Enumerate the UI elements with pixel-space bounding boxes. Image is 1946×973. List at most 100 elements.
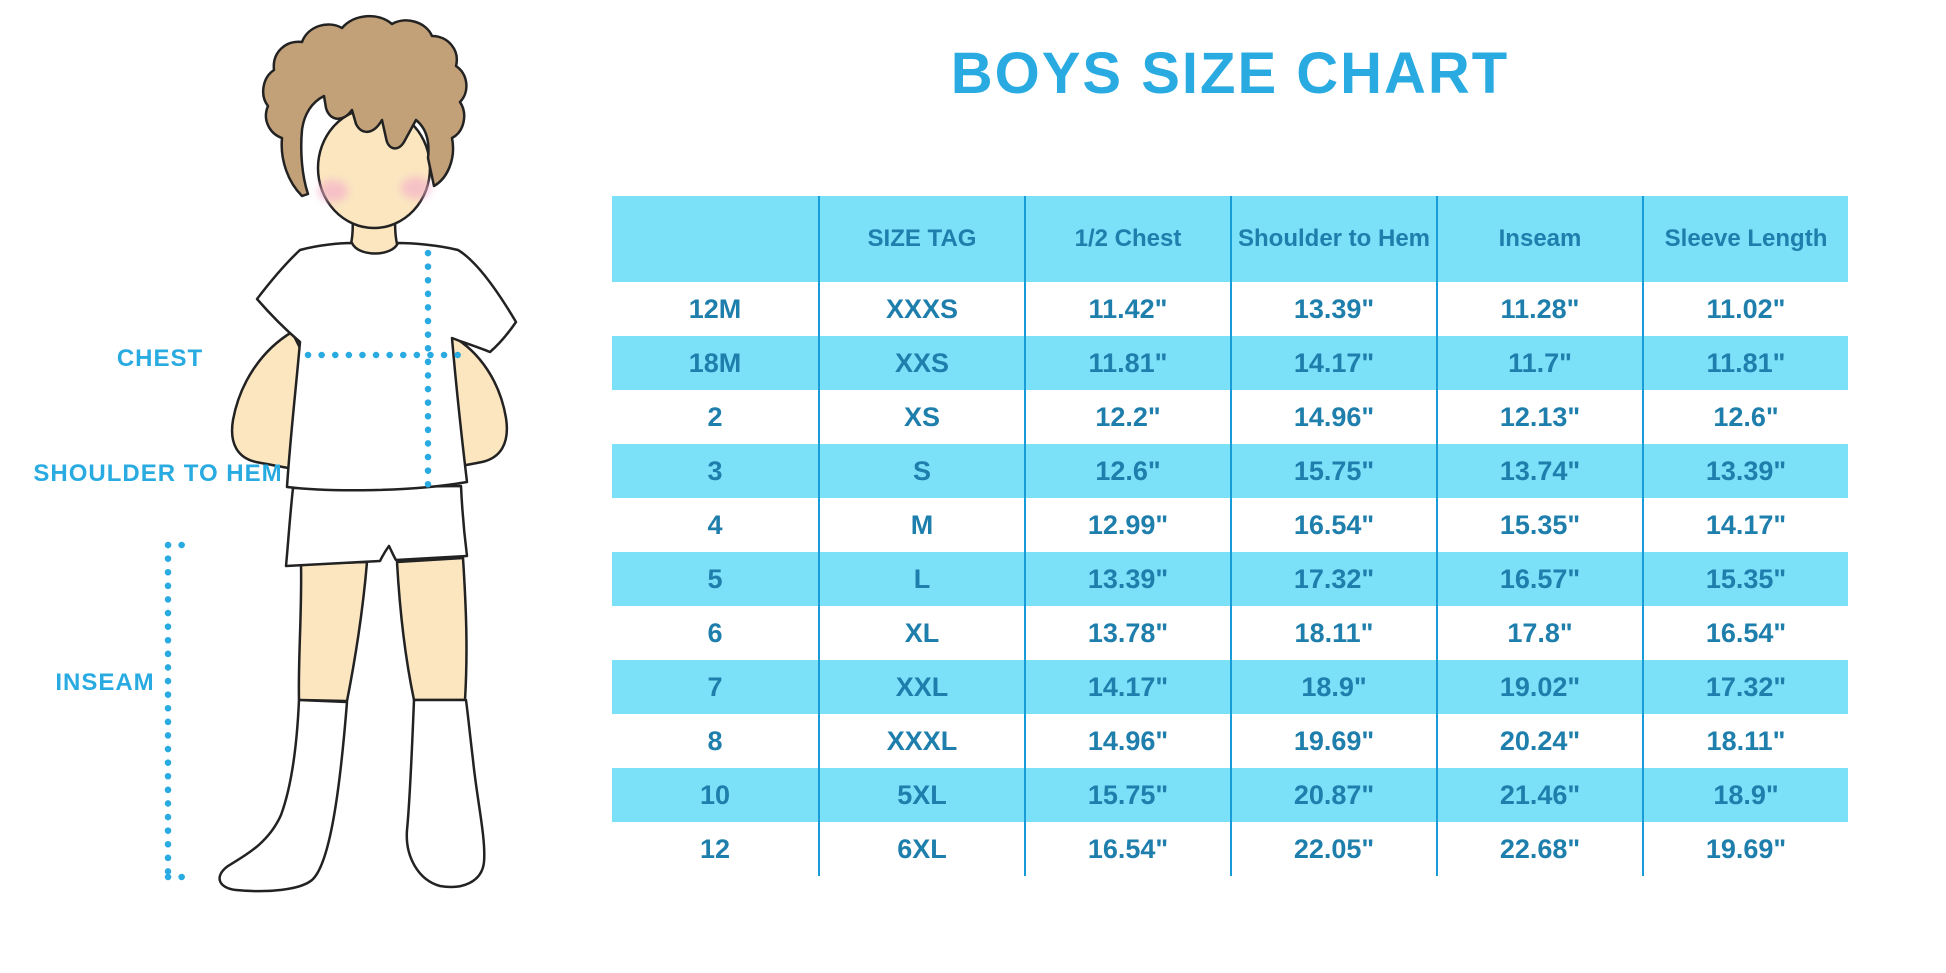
table-cell: L xyxy=(818,552,1024,606)
boy-figure-svg: CHEST SHOULDER TO HEM INSEAM xyxy=(33,15,518,893)
table-cell: 17.32" xyxy=(1230,552,1436,606)
table-cell: 13.78" xyxy=(1024,606,1230,660)
table-cell: 11.42" xyxy=(1024,282,1230,336)
table-cell: 4 xyxy=(707,509,723,540)
table-cell: 13.39" xyxy=(1642,444,1848,498)
table-cell: 20.24" xyxy=(1436,714,1642,768)
table-cell: M xyxy=(818,498,1024,552)
table-cell: 18.11" xyxy=(1230,606,1436,660)
left-sock xyxy=(218,698,349,893)
table-cell: 22.68" xyxy=(1436,822,1642,876)
table-cell: 14.17" xyxy=(1024,660,1230,714)
boy-figure-illustration: CHEST SHOULDER TO HEM INSEAM xyxy=(0,0,540,950)
table-cell: 15.35" xyxy=(1642,552,1848,606)
table-cell: 19.02" xyxy=(1436,660,1642,714)
table-header-row: SIZE TAG 1/2 Chest Shoulder to Hem Insea… xyxy=(612,196,1848,282)
table-cell: 11.28" xyxy=(1436,282,1642,336)
table-cell: 13.39" xyxy=(1230,282,1436,336)
shoulder-to-hem-label: SHOULDER TO HEM xyxy=(33,460,282,487)
table-row: 12 6XL 16.54" 22.05" 22.68" 19.69" xyxy=(612,822,1848,876)
table-cell: 16.57" xyxy=(1436,552,1642,606)
header-cell-size xyxy=(612,196,818,282)
table-cell: 5 xyxy=(707,563,723,594)
table-cell: 7 xyxy=(707,671,723,702)
t-shirt xyxy=(255,241,518,492)
table-cell: 13.39" xyxy=(1024,552,1230,606)
table-cell: 19.69" xyxy=(1642,822,1848,876)
table-row: 10 5XL 15.75" 20.87" 21.46" 18.9" xyxy=(612,768,1848,822)
table-cell: 19.69" xyxy=(1230,714,1436,768)
table-cell: 18.9" xyxy=(1642,768,1848,822)
table-cell: 2 xyxy=(707,401,723,432)
table-row: 4 M 12.99" 16.54" 15.35" 14.17" xyxy=(612,498,1848,552)
table-cell: 15.75" xyxy=(1024,768,1230,822)
table-cell: 16.54" xyxy=(1230,498,1436,552)
table-cell: 12.13" xyxy=(1436,390,1642,444)
table-cell: 3 xyxy=(707,455,723,486)
table-cell: 13.74" xyxy=(1436,444,1642,498)
table-row: 7 XXL 14.17" 18.9" 19.02" 17.32" xyxy=(612,660,1848,714)
table-cell: XXXL xyxy=(818,714,1024,768)
left-leg xyxy=(297,560,369,703)
table-row: 8 XXXL 14.96" 19.69" 20.24" 18.11" xyxy=(612,714,1848,768)
table-cell: 18M xyxy=(688,347,742,378)
table-cell: 17.8" xyxy=(1436,606,1642,660)
header-cell-sleeve-length: Sleeve Length xyxy=(1642,196,1848,282)
table-cell: 17.32" xyxy=(1642,660,1848,714)
hair xyxy=(261,15,468,198)
table-cell: S xyxy=(818,444,1024,498)
size-table: SIZE TAG 1/2 Chest Shoulder to Hem Insea… xyxy=(612,196,1848,876)
table-cell: 11.81" xyxy=(1024,336,1230,390)
table-cell: 12.6" xyxy=(1642,390,1848,444)
table-cell: 15.75" xyxy=(1230,444,1436,498)
table-cell: 11.02" xyxy=(1642,282,1848,336)
table-cell: 14.17" xyxy=(1642,498,1848,552)
table-cell: XXS xyxy=(818,336,1024,390)
left-blush xyxy=(318,180,348,202)
table-cell: 14.96" xyxy=(1024,714,1230,768)
header-cell-inseam: Inseam xyxy=(1436,196,1642,282)
table-row: 2 XS 12.2" 14.96" 12.13" 12.6" xyxy=(612,390,1848,444)
header-cell-size-tag: SIZE TAG xyxy=(818,196,1024,282)
table-cell: 12.2" xyxy=(1024,390,1230,444)
right-sock xyxy=(405,698,486,889)
chest-label: CHEST xyxy=(117,345,203,372)
table-row: 6 XL 13.78" 18.11" 17.8" 16.54" xyxy=(612,606,1848,660)
table-cell: 12.99" xyxy=(1024,498,1230,552)
table-cell: 16.54" xyxy=(1024,822,1230,876)
table-row: 3 S 12.6" 15.75" 13.74" 13.39" xyxy=(612,444,1848,498)
table-cell: XXL xyxy=(818,660,1024,714)
table-cell: 10 xyxy=(699,779,731,810)
shorts xyxy=(284,484,469,568)
table-cell: 18.9" xyxy=(1230,660,1436,714)
table-cell: 14.17" xyxy=(1230,336,1436,390)
table-cell: 6 xyxy=(707,617,723,648)
table-cell: 5XL xyxy=(818,768,1024,822)
table-cell: 11.7" xyxy=(1436,336,1642,390)
table-cell: 16.54" xyxy=(1642,606,1848,660)
table-cell: 14.96" xyxy=(1230,390,1436,444)
table-cell: XXXS xyxy=(818,282,1024,336)
table-cell: 12M xyxy=(688,293,742,324)
table-cell: 6XL xyxy=(818,822,1024,876)
header-cell-shoulder-to-hem: Shoulder to Hem xyxy=(1230,196,1436,282)
table-cell: 12 xyxy=(699,833,731,864)
table-cell: 8 xyxy=(707,725,723,756)
table-row: 5 L 13.39" 17.32" 16.57" 15.35" xyxy=(612,552,1848,606)
table-cell: 11.81" xyxy=(1642,336,1848,390)
table-row: 12M XXXS 11.42" 13.39" 11.28" 11.02" xyxy=(612,282,1848,336)
table-cell: 22.05" xyxy=(1230,822,1436,876)
table-cell: 21.46" xyxy=(1436,768,1642,822)
inseam-measure-line xyxy=(164,541,196,881)
table-cell: XS xyxy=(818,390,1024,444)
table-cell: 12.6" xyxy=(1024,444,1230,498)
inseam-label: INSEAM xyxy=(55,669,154,696)
table-row: 18M XXS 11.81" 14.17" 11.7" 11.81" xyxy=(612,336,1848,390)
table-cell: 20.87" xyxy=(1230,768,1436,822)
table-cell: 15.35" xyxy=(1436,498,1642,552)
table-cell: XL xyxy=(818,606,1024,660)
right-leg xyxy=(395,556,468,702)
table-body: 12M XXXS 11.42" 13.39" 11.28" 11.02" 18M XXS 11.… xyxy=(612,282,1848,876)
page-title: BOYS SIZE CHART xyxy=(950,41,1510,106)
